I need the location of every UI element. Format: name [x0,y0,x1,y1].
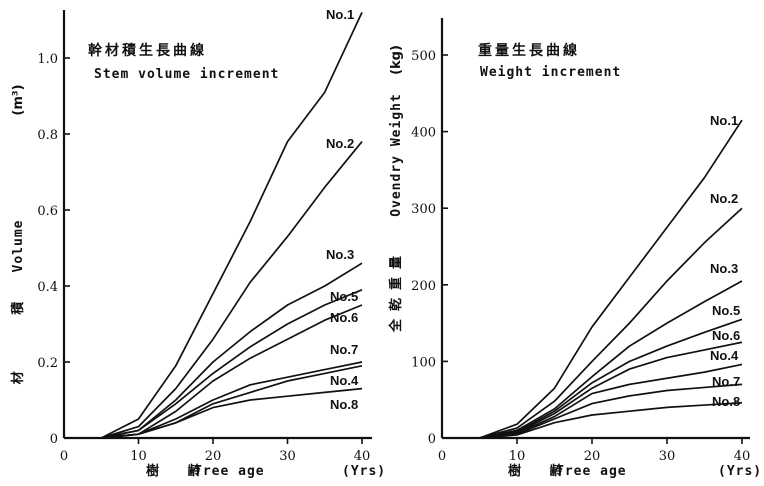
series-line-no6 [101,304,363,439]
y-tick-label: 100 [411,355,436,370]
series-line-no2 [101,141,363,439]
x-tick-label: 10 [509,449,526,464]
x-axis-label: Tree age [194,464,265,479]
series-label-no7: No.7 [330,342,358,357]
chart-title-jp: 重量生長曲線 [478,42,580,59]
x-tick-label: 0 [438,449,446,464]
x-axis-label-jp: 樹 齢 [146,463,213,479]
y-axis-unit: (m³) [11,84,26,115]
series-line-no5 [101,289,363,439]
y-tick-label: 0 [50,432,58,447]
x-tick-label: 40 [354,449,371,464]
axis-ticks: 0 10 20 30 40 0 0.2 0.4 0.6 0.8 1.0 [37,52,370,464]
y-axis-label: Ovendry Weight [389,93,404,217]
series-label-no6: No.6 [712,328,740,343]
y-tick-label: 300 [411,202,436,217]
series-label-no1: No.1 [326,7,354,22]
series-line-no6 [479,341,743,439]
series-line-no8 [101,387,363,439]
series-line-no2 [479,207,743,439]
x-tick-label: 30 [659,449,676,464]
series-line-no5 [479,318,743,439]
y-tick-label: 0.6 [37,204,58,219]
x-axis-label-jp: 樹 齢 [508,463,575,479]
series-line-no1 [479,119,743,439]
x-tick-label: 20 [584,449,601,464]
y-tick-label: 500 [411,49,436,64]
y-axis-label: Volume [11,220,26,273]
series-label-no2: No.2 [710,191,738,206]
series-label-no4: No.4 [710,348,739,363]
series-label-no3: No.3 [326,247,354,262]
chart-title-jp: 幹材積生長曲線 [88,42,207,59]
y-tick-label: 0.2 [37,356,58,371]
x-tick-label: 10 [130,449,147,464]
series-line-no3 [479,280,743,439]
series-label-no8: No.8 [712,394,740,409]
x-tick-label: 30 [279,449,296,464]
series-line-no3 [101,262,363,439]
y-tick-label: 0.4 [37,280,58,295]
series-label-no2: No.2 [326,136,354,151]
series-lines: No.1 No.2 No.3 No.5 No.6 No.4 No.7 No.8 [479,113,743,439]
series-line-no1 [100,12,363,439]
series-line-no8 [479,401,743,439]
series-line-no4 [479,363,743,439]
y-tick-label: 0.8 [37,128,58,143]
x-axis-unit: (Yrs) [342,464,386,479]
series-line-no7 [479,383,743,439]
y-axis-label-jp: 材 積 [10,276,26,385]
y-axis-label-jp: 全乾重量 [388,248,404,333]
x-axis-unit: (Yrs) [718,464,762,479]
series-label-no5: No.5 [712,303,740,318]
x-tick-label: 40 [734,449,751,464]
series-label-no7: No.7 [712,374,740,389]
series-label-no5: No.5 [330,289,358,304]
y-tick-label: 0 [428,432,436,447]
x-axis-label: Tree age [556,464,627,479]
x-tick-label: 0 [60,449,68,464]
chart-title: Stem volume increment [94,67,279,82]
y-tick-label: 400 [411,126,436,141]
series-label-no6: No.6 [330,310,358,325]
series-label-no3: No.3 [710,261,738,276]
chart-title: Weight increment [480,65,621,80]
y-tick-label: 200 [411,279,436,294]
x-tick-label: 20 [205,449,222,464]
y-axis-unit: (kg) [389,45,404,75]
series-label-no8: No.8 [330,397,358,412]
series-line-no4 [101,364,363,439]
y-tick-label: 1.0 [37,52,58,67]
series-lines: No.1 No.2 No.3 No.5 No.6 No.7 No.4 No.8 [100,7,363,439]
series-label-no4: No.4 [330,373,359,388]
series-label-no1: No.1 [710,113,738,128]
